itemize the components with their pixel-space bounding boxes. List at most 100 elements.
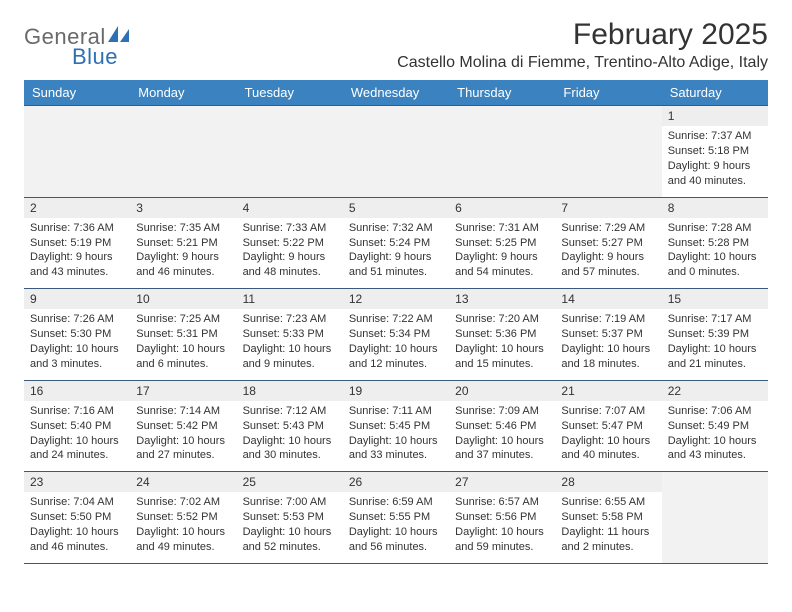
sunrise-line: Sunrise: 7:11 AM xyxy=(349,404,443,419)
day-number: 9 xyxy=(24,289,130,309)
day-info: Sunrise: 7:25 AMSunset: 5:31 PMDaylight:… xyxy=(136,312,230,371)
sunset-line: Sunset: 5:37 PM xyxy=(561,327,655,342)
daylight-line-1: Daylight: 10 hours xyxy=(30,525,124,540)
daylight-line-2: and 59 minutes. xyxy=(455,540,549,555)
sunset-line: Sunset: 5:45 PM xyxy=(349,419,443,434)
calendar-day-empty xyxy=(662,472,768,563)
sunset-line: Sunset: 5:18 PM xyxy=(668,144,762,159)
daylight-line-2: and 40 minutes. xyxy=(561,448,655,463)
daylight-line-1: Daylight: 10 hours xyxy=(30,342,124,357)
day-info: Sunrise: 7:09 AMSunset: 5:46 PMDaylight:… xyxy=(455,404,549,463)
day-number: 8 xyxy=(662,198,768,218)
day-number: 25 xyxy=(237,472,343,492)
daylight-line-2: and 43 minutes. xyxy=(30,265,124,280)
daylight-line-1: Daylight: 11 hours xyxy=(561,525,655,540)
day-header: Sunday xyxy=(24,80,130,105)
day-header: Monday xyxy=(130,80,236,105)
day-number: 6 xyxy=(449,198,555,218)
calendar-day: 4 Sunrise: 7:33 AMSunset: 5:22 PMDaylight… xyxy=(237,198,343,289)
day-info: Sunrise: 7:20 AMSunset: 5:36 PMDaylight:… xyxy=(455,312,549,371)
month-title: February 2025 xyxy=(397,18,768,52)
daylight-line-2: and 2 minutes. xyxy=(561,540,655,555)
daylight-line-2: and 46 minutes. xyxy=(136,265,230,280)
sunrise-line: Sunrise: 7:33 AM xyxy=(243,221,337,236)
sunset-line: Sunset: 5:58 PM xyxy=(561,510,655,525)
day-number: 18 xyxy=(237,381,343,401)
sunrise-line: Sunrise: 7:32 AM xyxy=(349,221,443,236)
daylight-line-1: Daylight: 10 hours xyxy=(136,342,230,357)
sunrise-line: Sunrise: 7:14 AM xyxy=(136,404,230,419)
daylight-line-2: and 37 minutes. xyxy=(455,448,549,463)
calendar-day: 9 Sunrise: 7:26 AMSunset: 5:30 PMDaylight… xyxy=(24,289,130,380)
day-number: 7 xyxy=(555,198,661,218)
daylight-line-1: Daylight: 9 hours xyxy=(30,250,124,265)
day-number: 2 xyxy=(24,198,130,218)
sunset-line: Sunset: 5:31 PM xyxy=(136,327,230,342)
day-info: Sunrise: 7:33 AMSunset: 5:22 PMDaylight:… xyxy=(243,221,337,280)
daylight-line-1: Daylight: 10 hours xyxy=(349,342,443,357)
day-number: 5 xyxy=(343,198,449,218)
calendar-day: 13Sunrise: 7:20 AMSunset: 5:36 PMDayligh… xyxy=(449,289,555,380)
sunrise-line: Sunrise: 7:16 AM xyxy=(30,404,124,419)
calendar-day: 23Sunrise: 7:04 AMSunset: 5:50 PMDayligh… xyxy=(24,472,130,563)
daylight-line-1: Daylight: 9 hours xyxy=(561,250,655,265)
calendar-day: 7 Sunrise: 7:29 AMSunset: 5:27 PMDaylight… xyxy=(555,198,661,289)
daylight-line-1: Daylight: 10 hours xyxy=(455,342,549,357)
calendar-day: 24 Sunrise: 7:02 AMSunset: 5:52 PMDayligh… xyxy=(130,472,236,563)
day-number: 26 xyxy=(343,472,449,492)
day-header: Wednesday xyxy=(343,80,449,105)
sunset-line: Sunset: 5:50 PM xyxy=(30,510,124,525)
day-info: Sunrise: 7:14 AMSunset: 5:42 PMDaylight:… xyxy=(136,404,230,463)
daylight-line-2: and 12 minutes. xyxy=(349,357,443,372)
day-info: Sunrise: 7:35 AMSunset: 5:21 PMDaylight:… xyxy=(136,221,230,280)
daylight-line-2: and 43 minutes. xyxy=(668,448,762,463)
daylight-line-2: and 18 minutes. xyxy=(561,357,655,372)
day-info: Sunrise: 7:29 AMSunset: 5:27 PMDaylight:… xyxy=(561,221,655,280)
calendar-day: 16Sunrise: 7:16 AMSunset: 5:40 PMDayligh… xyxy=(24,381,130,472)
day-number: 24 xyxy=(130,472,236,492)
sunset-line: Sunset: 5:28 PM xyxy=(668,236,762,251)
daylight-line-1: Daylight: 10 hours xyxy=(455,434,549,449)
calendar-day: 1Sunrise: 7:37 AMSunset: 5:18 PMDaylight… xyxy=(662,106,768,197)
calendar-header-row: SundayMondayTuesdayWednesdayThursdayFrid… xyxy=(24,80,768,105)
calendar-day: 5Sunrise: 7:32 AMSunset: 5:24 PMDaylight… xyxy=(343,198,449,289)
daylight-line-1: Daylight: 9 hours xyxy=(455,250,549,265)
daylight-line-1: Daylight: 10 hours xyxy=(243,434,337,449)
sunrise-line: Sunrise: 6:55 AM xyxy=(561,495,655,510)
calendar-day: 15Sunrise: 7:17 AMSunset: 5:39 PMDayligh… xyxy=(662,289,768,380)
sunrise-line: Sunrise: 7:28 AM xyxy=(668,221,762,236)
daylight-line-2: and 15 minutes. xyxy=(455,357,549,372)
sunset-line: Sunset: 5:22 PM xyxy=(243,236,337,251)
day-info: Sunrise: 7:26 AMSunset: 5:30 PMDaylight:… xyxy=(30,312,124,371)
sunset-line: Sunset: 5:55 PM xyxy=(349,510,443,525)
daylight-line-1: Daylight: 10 hours xyxy=(455,525,549,540)
day-header: Friday xyxy=(555,80,661,105)
day-info: Sunrise: 7:04 AMSunset: 5:50 PMDaylight:… xyxy=(30,495,124,554)
day-info: Sunrise: 7:02 AMSunset: 5:52 PMDaylight:… xyxy=(136,495,230,554)
sunset-line: Sunset: 5:19 PM xyxy=(30,236,124,251)
sunrise-line: Sunrise: 7:19 AM xyxy=(561,312,655,327)
sunrise-line: Sunrise: 7:25 AM xyxy=(136,312,230,327)
daylight-line-2: and 27 minutes. xyxy=(136,448,230,463)
day-info: Sunrise: 7:28 AMSunset: 5:28 PMDaylight:… xyxy=(668,221,762,280)
day-number: 4 xyxy=(237,198,343,218)
day-number: 3 xyxy=(130,198,236,218)
sunrise-line: Sunrise: 7:20 AM xyxy=(455,312,549,327)
calendar-day: 12Sunrise: 7:22 AMSunset: 5:34 PMDayligh… xyxy=(343,289,449,380)
day-number: 1 xyxy=(662,106,768,126)
day-info: Sunrise: 7:17 AMSunset: 5:39 PMDaylight:… xyxy=(668,312,762,371)
day-number: 19 xyxy=(343,381,449,401)
calendar-day: 14Sunrise: 7:19 AMSunset: 5:37 PMDayligh… xyxy=(555,289,661,380)
day-info: Sunrise: 7:07 AMSunset: 5:47 PMDaylight:… xyxy=(561,404,655,463)
daylight-line-2: and 56 minutes. xyxy=(349,540,443,555)
sunset-line: Sunset: 5:24 PM xyxy=(349,236,443,251)
day-info: Sunrise: 7:06 AMSunset: 5:49 PMDaylight:… xyxy=(668,404,762,463)
day-info: Sunrise: 7:19 AMSunset: 5:37 PMDaylight:… xyxy=(561,312,655,371)
sunrise-line: Sunrise: 7:09 AM xyxy=(455,404,549,419)
calendar-week: 23Sunrise: 7:04 AMSunset: 5:50 PMDayligh… xyxy=(24,471,768,564)
daylight-line-2: and 21 minutes. xyxy=(668,357,762,372)
day-header: Tuesday xyxy=(237,80,343,105)
sunset-line: Sunset: 5:33 PM xyxy=(243,327,337,342)
sunset-line: Sunset: 5:25 PM xyxy=(455,236,549,251)
sunrise-line: Sunrise: 6:57 AM xyxy=(455,495,549,510)
